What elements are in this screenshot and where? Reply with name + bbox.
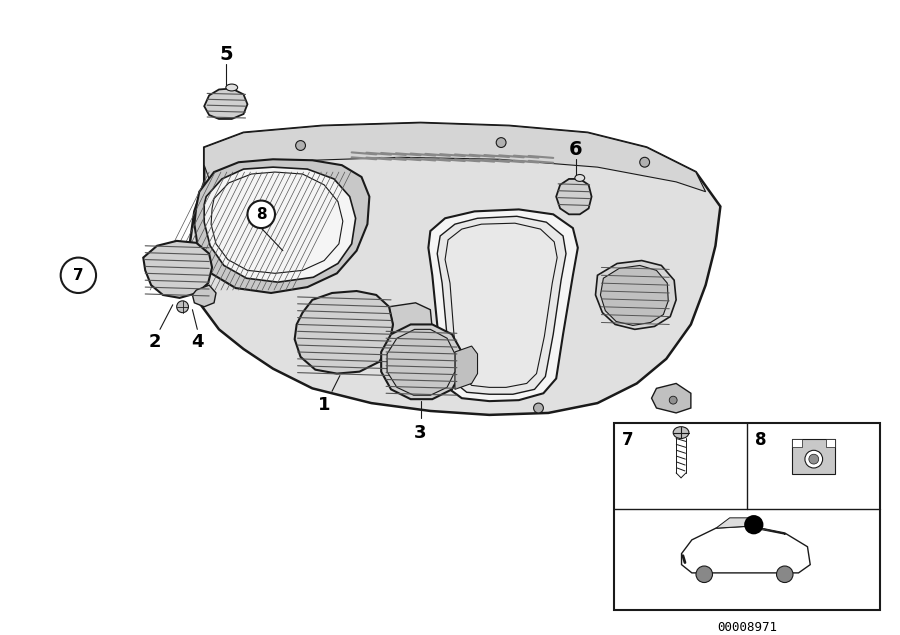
Polygon shape bbox=[716, 518, 752, 528]
Ellipse shape bbox=[673, 427, 689, 439]
Text: 8: 8 bbox=[755, 431, 766, 448]
Polygon shape bbox=[204, 123, 706, 192]
Ellipse shape bbox=[575, 175, 585, 182]
Text: 7: 7 bbox=[73, 268, 84, 283]
Circle shape bbox=[670, 396, 677, 404]
Polygon shape bbox=[751, 526, 786, 534]
Text: 2: 2 bbox=[148, 333, 161, 351]
Text: 8: 8 bbox=[256, 207, 266, 222]
Circle shape bbox=[60, 258, 96, 293]
Bar bbox=[792, 439, 802, 447]
Text: 6: 6 bbox=[569, 140, 582, 159]
Text: 3: 3 bbox=[414, 424, 427, 441]
Ellipse shape bbox=[226, 84, 238, 91]
Text: 7: 7 bbox=[622, 431, 634, 448]
Polygon shape bbox=[143, 241, 212, 298]
Polygon shape bbox=[204, 88, 248, 119]
Text: 5: 5 bbox=[219, 44, 233, 64]
Circle shape bbox=[295, 140, 305, 150]
Polygon shape bbox=[379, 303, 432, 362]
Polygon shape bbox=[294, 291, 393, 373]
Polygon shape bbox=[204, 167, 356, 282]
Polygon shape bbox=[194, 159, 369, 293]
Polygon shape bbox=[600, 265, 669, 325]
Text: 4: 4 bbox=[191, 333, 203, 351]
Polygon shape bbox=[387, 330, 454, 395]
Circle shape bbox=[176, 301, 188, 312]
Polygon shape bbox=[190, 123, 720, 415]
Circle shape bbox=[496, 138, 506, 147]
Polygon shape bbox=[454, 346, 478, 389]
Polygon shape bbox=[428, 210, 578, 401]
Polygon shape bbox=[681, 526, 810, 573]
Polygon shape bbox=[382, 324, 462, 399]
Polygon shape bbox=[556, 179, 591, 215]
Bar bbox=[792, 439, 835, 474]
Circle shape bbox=[696, 566, 713, 582]
Circle shape bbox=[777, 566, 793, 582]
Bar bbox=[825, 439, 835, 447]
Polygon shape bbox=[193, 285, 216, 307]
Circle shape bbox=[744, 515, 763, 534]
Text: 00008971: 00008971 bbox=[717, 622, 777, 634]
Circle shape bbox=[809, 454, 819, 464]
Circle shape bbox=[534, 403, 544, 413]
Polygon shape bbox=[652, 384, 691, 413]
Text: 1: 1 bbox=[318, 396, 330, 414]
Circle shape bbox=[805, 450, 823, 468]
Circle shape bbox=[640, 157, 650, 167]
Bar bbox=[614, 423, 879, 610]
Polygon shape bbox=[596, 260, 676, 330]
Circle shape bbox=[248, 201, 275, 228]
Polygon shape bbox=[437, 217, 566, 394]
